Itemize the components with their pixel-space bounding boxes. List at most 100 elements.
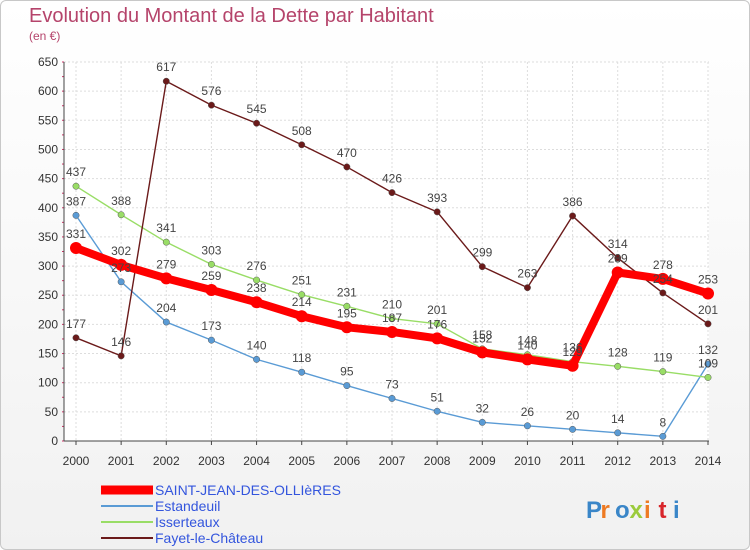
data-label: 187	[382, 311, 402, 325]
data-point	[614, 362, 622, 370]
data-point	[253, 355, 261, 363]
data-label: 73	[385, 377, 399, 391]
data-label: 263	[517, 267, 537, 281]
data-label: 129	[563, 345, 583, 359]
data-point	[433, 208, 441, 216]
data-point	[611, 266, 624, 279]
data-label: 617	[156, 60, 176, 74]
data-label: 119	[653, 351, 672, 365]
data-point	[72, 211, 80, 219]
data-label: 470	[337, 146, 357, 160]
data-label: 273	[111, 261, 131, 275]
data-label: 437	[66, 165, 86, 179]
data-point	[340, 321, 353, 334]
data-point	[523, 284, 531, 292]
data-point	[704, 320, 712, 328]
data-point	[343, 302, 351, 310]
data-point	[704, 360, 712, 368]
data-label: 314	[608, 237, 628, 251]
brand-letter: i	[673, 497, 680, 524]
data-label: 214	[292, 295, 312, 309]
data-point	[117, 211, 125, 219]
brand-letter: P	[586, 497, 602, 524]
data-label: 279	[156, 257, 176, 271]
data-label: 128	[608, 345, 628, 359]
data-label: 299	[472, 246, 492, 260]
data-label: 20	[566, 408, 580, 422]
data-label: 204	[156, 301, 176, 315]
x-tick-label: 2010	[514, 454, 541, 468]
data-label: 26	[521, 405, 535, 419]
data-label: 8	[660, 415, 667, 429]
data-label: 387	[66, 194, 86, 208]
data-label: 95	[340, 365, 354, 379]
y-tick-label: 450	[38, 172, 58, 186]
data-label: 32	[476, 401, 490, 415]
data-point	[343, 382, 351, 390]
data-point	[388, 189, 396, 197]
data-label: 176	[427, 317, 447, 331]
data-point	[70, 242, 82, 255]
data-label: 118	[292, 351, 311, 365]
y-tick-label: 50	[45, 405, 59, 419]
data-point	[72, 182, 80, 190]
y-tick-label: 500	[38, 142, 58, 156]
data-point	[115, 258, 128, 271]
y-tick-label: 400	[38, 201, 58, 215]
legend-label: Estandeuil	[155, 498, 220, 514]
data-point	[702, 287, 714, 300]
data-label: 201	[698, 303, 718, 317]
data-point	[523, 422, 531, 430]
y-tick-label: 650	[38, 55, 58, 69]
data-label: 140	[517, 338, 537, 352]
x-tick-label: 2003	[198, 454, 225, 468]
data-point	[704, 373, 712, 381]
data-label: 341	[156, 221, 176, 235]
data-point	[117, 278, 125, 286]
data-point	[207, 101, 215, 109]
x-tick-label: 2004	[243, 454, 270, 468]
data-label: 136	[563, 341, 583, 355]
y-tick-label: 150	[38, 347, 58, 361]
data-point	[659, 432, 667, 440]
data-label: 173	[201, 319, 221, 333]
data-point	[205, 283, 218, 296]
data-point	[566, 359, 579, 372]
y-tick-label: 200	[38, 317, 58, 331]
data-point	[569, 212, 577, 220]
data-label: 278	[653, 258, 673, 272]
legend-label: SAINT-JEAN-DES-OLLIèRES	[155, 482, 341, 498]
data-point	[433, 320, 441, 328]
y-tick-label: 250	[38, 288, 58, 302]
data-label: 393	[427, 191, 447, 205]
data-point	[431, 332, 444, 345]
x-tick-label: 2001	[108, 454, 135, 468]
data-label: 158	[472, 328, 492, 342]
data-label: 253	[698, 272, 718, 286]
data-point	[521, 353, 534, 366]
data-point	[162, 238, 170, 246]
data-label: 140	[247, 338, 267, 352]
data-point	[253, 119, 261, 127]
data-point	[117, 352, 125, 360]
data-point	[207, 260, 215, 268]
chart-unit: (en €)	[29, 29, 61, 43]
brand-letter: x	[630, 497, 644, 524]
data-point	[388, 394, 396, 402]
data-label: 276	[247, 259, 267, 273]
data-point	[614, 429, 622, 437]
data-label: 146	[111, 335, 131, 349]
y-tick-label: 100	[38, 376, 58, 390]
x-tick-label: 2007	[379, 454, 406, 468]
data-point	[569, 425, 577, 433]
data-label: 331	[66, 227, 86, 241]
data-label: 251	[292, 274, 312, 288]
y-tick-label: 550	[38, 113, 58, 127]
data-label: 148	[517, 334, 537, 348]
y-tick-label: 0	[51, 434, 58, 448]
data-label: 231	[337, 285, 357, 299]
data-point	[298, 291, 306, 299]
x-tick-label: 2008	[424, 454, 451, 468]
